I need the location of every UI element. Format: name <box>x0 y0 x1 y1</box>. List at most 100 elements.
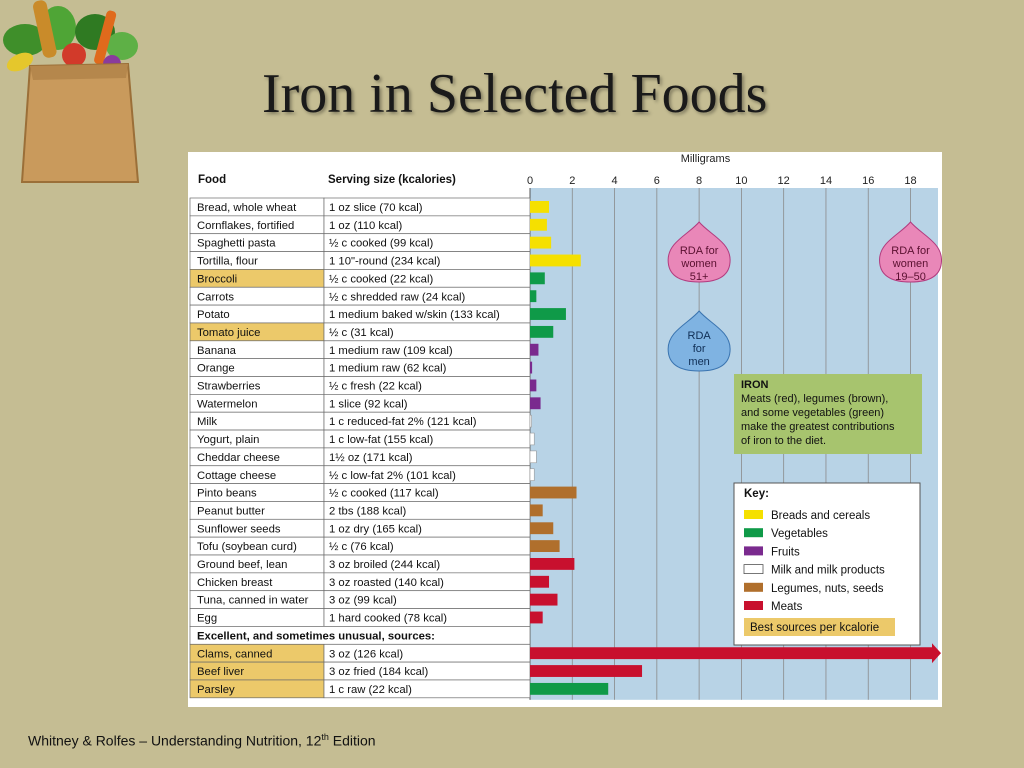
table-row: Cornflakes, fortified 1 oz (110 kcal) <box>189 215 531 235</box>
rda-label: RDA <box>688 330 712 342</box>
table-row: Watermelon 1 slice (92 kcal) <box>189 394 531 413</box>
food-name: Potato <box>197 309 230 321</box>
legend-label: Legumes, nuts, seeds <box>771 583 884 595</box>
rda-label: men <box>688 356 709 368</box>
section-row <box>189 626 531 645</box>
serving-size: 1 slice (92 kcal) <box>329 398 408 410</box>
table-row: Pinto beans ½ c cooked (117 kcal) <box>189 483 531 502</box>
annotation-text: and some vegetables (green) <box>741 407 884 419</box>
bar-clams-canned <box>530 647 932 660</box>
food-name: Strawberries <box>197 381 261 393</box>
serving-size: 1 hard cooked (78 kcal) <box>329 613 447 625</box>
annotation-box <box>734 374 922 454</box>
serving-size: ½ c shredded raw (24 kcal) <box>329 291 465 303</box>
table-row: Milk 1 c reduced-fat 2% (121 kcal) <box>189 411 531 431</box>
legend-label: Meats <box>771 601 803 613</box>
serving-size: ½ c low-fat 2% (101 kcal) <box>329 470 456 482</box>
table-row: Cottage cheese ½ c low-fat 2% (101 kcal) <box>189 465 531 484</box>
serving-size: ½ c (31 kcal) <box>329 327 394 339</box>
rda-drop-shape <box>667 221 731 283</box>
best-sources-swatch <box>744 618 895 636</box>
footer-prefix: Whitney & Rolfes – Understanding Nutriti… <box>28 732 322 749</box>
food-name: Tuna, canned in water <box>197 595 309 607</box>
bar <box>529 432 535 446</box>
slide-title: Iron in Selected Foods <box>262 63 768 125</box>
food-name: Yogurt, plain <box>197 434 259 446</box>
section-label: Excellent, and sometimes unusual, source… <box>197 630 435 642</box>
table-row: Peanut butter 2 tbs (188 kcal) <box>189 501 531 520</box>
x-tick-label: 10 <box>735 175 747 187</box>
legend-title: Key: <box>744 488 769 500</box>
serving-size: ½ c (76 kcal) <box>329 541 394 553</box>
bar <box>530 486 577 499</box>
bar <box>530 379 537 392</box>
table-row: Cheddar cheese 1½ oz (171 kcal) <box>189 447 531 467</box>
bar <box>530 218 547 231</box>
food-name: Watermelon <box>197 398 257 410</box>
serving-size: 1½ oz (171 kcal) <box>329 452 413 464</box>
serving-size: 2 tbs (188 kcal) <box>329 505 406 517</box>
x-tick-label: 12 <box>778 175 790 187</box>
serving-size: 1 c reduced-fat 2% (121 kcal) <box>329 416 477 428</box>
chart-panel: 0 2 4 6 8 10 12 14 16 18 Milligrams Food Serving siz… <box>188 152 943 707</box>
bar-arrow-head <box>932 643 941 664</box>
serving-size: 1 oz slice (70 kcal) <box>329 202 423 214</box>
food-name: Carrots <box>197 291 234 303</box>
x-tick-label: 6 <box>654 175 660 187</box>
serving-size: 3 oz fried (184 kcal) <box>329 666 428 678</box>
bar <box>530 272 545 285</box>
bar <box>530 397 541 410</box>
bar <box>529 468 535 481</box>
x-tick-label: 18 <box>904 175 916 187</box>
bar <box>529 414 532 428</box>
rda-label: RDA for <box>680 245 719 257</box>
legend-swatch <box>744 582 763 592</box>
food-name: Milk <box>197 416 217 428</box>
food-name: Egg <box>197 613 217 625</box>
header-serving: Serving size (kcalories) <box>328 174 456 186</box>
paper-bag <box>20 62 140 183</box>
food-name: Broccoli <box>197 273 237 285</box>
food-name: Peanut butter <box>197 505 265 517</box>
table-row: Chicken breast 3 oz roasted (140 kcal) <box>189 572 531 592</box>
legend-label: Milk and milk products <box>771 565 885 577</box>
legend-swatch <box>743 564 764 575</box>
table-row: Tuna, canned in water 3 oz (99 kcal) <box>189 590 531 609</box>
table-row: Egg 1 hard cooked (78 kcal) <box>189 608 531 627</box>
bar <box>530 522 554 535</box>
serving-size: ½ c cooked (117 kcal) <box>329 488 439 500</box>
serving-size: 3 oz roasted (140 kcal) <box>329 577 444 589</box>
rda-drop-shape <box>879 221 943 283</box>
x-tick-label: 16 <box>862 175 874 187</box>
table-row: Tortilla, flour 1 10"-round (234 kcal) <box>189 251 531 270</box>
bar <box>530 575 550 588</box>
rda-label: 51+ <box>690 271 709 283</box>
bar <box>530 611 543 624</box>
bar <box>530 504 543 517</box>
bar <box>530 540 560 552</box>
x-tick-label: 8 <box>696 175 702 187</box>
food-name: Cornflakes, fortified <box>197 220 294 232</box>
bar <box>529 450 537 464</box>
table-row: Yogurt, plain 1 c low-fat (155 kcal) <box>189 429 531 449</box>
serving-size: 3 oz broiled (244 kcal) <box>329 559 440 571</box>
x-tick-label: 0 <box>527 175 533 187</box>
food-name: Bread, whole wheat <box>197 202 297 214</box>
bars <box>529 201 941 695</box>
serving-size: 1 oz dry (165 kcal) <box>329 523 422 535</box>
serving-size: 1 medium baked w/skin (133 kcal) <box>329 309 500 321</box>
legend-swatch <box>744 546 763 556</box>
annotation-text: Meats (red), legumes (brown), <box>741 393 888 405</box>
table-row: Broccoli ½ c cooked (22 kcal) <box>189 269 531 288</box>
food-name: Tofu (soybean curd) <box>197 541 297 553</box>
food-name: Beef liver <box>197 666 244 678</box>
food-name: Clams, canned <box>197 648 272 660</box>
best-sources-label: Best sources per kcalorie <box>750 622 879 634</box>
legend-swatch <box>744 601 763 610</box>
rda-label: RDA for <box>891 245 930 257</box>
food-name: Tomato juice <box>197 327 260 339</box>
legend-swatch <box>744 528 763 538</box>
